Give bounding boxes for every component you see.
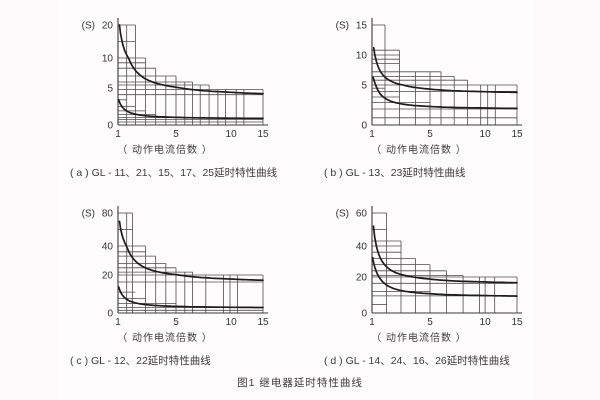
characteristic-curve-upper-time-limit [372, 225, 518, 284]
x-tick-label: 15 [257, 317, 269, 328]
characteristic-curve-upper-time-limit [372, 46, 518, 94]
chart-panel-d: 0 20 40 60 1 5 10 15 (S) （ 动作电流倍数 ） ( d ) GL - 1… [314, 193, 564, 381]
y-unit-label: (S) [82, 209, 95, 220]
x-tick-label: 1 [369, 129, 375, 140]
y-tick-label: 10 [356, 51, 368, 62]
y-tick-label: 15 [356, 21, 368, 32]
y-tick-label: 40 [356, 242, 368, 253]
characteristic-curve-upper-time-limit [118, 24, 264, 95]
y-tick-label: 60 [356, 209, 368, 220]
chart-a-caption: ( a ) GL - 11、21、15、17、25延时特性曲线 [70, 167, 278, 179]
x-tick-label: 5 [427, 317, 433, 328]
x-tick-label: 1 [115, 317, 121, 328]
x-tick-label: 10 [226, 317, 238, 328]
chart-c-xaxis-label: （ 动作电流倍数 ） [117, 333, 213, 344]
figure-sheet [57, 0, 535, 400]
figure-caption: 图1 继电器延时特性曲线 [237, 377, 363, 389]
chart-panel-a: 0 5 10 20 1 5 10 15 (S) （ 动作电流倍数 ） ( a ) GL - 11… [60, 5, 310, 193]
chart-panel-b: 0 5 10 15 1 5 10 15 (S) （ 动作电流倍数 ） ( b ) GL - 13… [314, 5, 564, 193]
y-tick-label: 0 [107, 309, 113, 320]
x-tick-label: 10 [226, 129, 238, 140]
x-tick-label: 10 [480, 317, 492, 328]
x-tick-label: 10 [480, 129, 492, 140]
characteristic-curve-lower-time-limit [371, 256, 518, 297]
y-tick-label: 0 [107, 121, 113, 132]
y-tick-label: 20 [102, 271, 114, 282]
x-tick-label: 5 [427, 129, 433, 140]
chart-a-xaxis-label: （ 动作电流倍数 ） [117, 145, 213, 156]
characteristic-curve-upper-time-limit [118, 220, 264, 282]
y-tick-label: 40 [102, 242, 114, 253]
x-tick-label: 15 [257, 129, 269, 140]
chart-panel-c: 0 20 40 80 1 5 10 15 (S) （ 动作电流倍数 ） ( c ) GL - 1… [60, 193, 310, 381]
y-tick-label: 0 [361, 309, 367, 320]
characteristic-curve-lower-time-limit [372, 76, 518, 110]
chart-b-caption: ( b ) GL - 13、23延时特性曲线 [324, 167, 466, 179]
characteristic-curve-lower-time-limit [117, 286, 264, 309]
chart-c-caption: ( c ) GL - 12、22延时特性曲线 [70, 355, 211, 367]
y-unit-label: (S) [82, 21, 95, 32]
x-tick-label: 15 [511, 317, 523, 328]
y-tick-label: 20 [102, 21, 114, 32]
x-tick-label: 5 [173, 317, 179, 328]
y-tick-label: 0 [361, 121, 367, 132]
y-tick-label: 5 [361, 81, 367, 92]
chart-d-xaxis-label: （ 动作电流倍数 ） [371, 333, 467, 344]
x-tick-label: 1 [115, 129, 121, 140]
chart-b-xaxis-label: （ 动作电流倍数 ） [371, 145, 467, 156]
x-tick-label: 5 [173, 129, 179, 140]
chart-d-caption: ( d ) GL - 14、24、16、26延时特性曲线 [324, 355, 510, 367]
x-tick-label: 1 [369, 317, 375, 328]
y-unit-label: (S) [336, 21, 349, 32]
y-tick-label: 80 [102, 209, 114, 220]
characteristic-curve-lower-time-limit [117, 98, 264, 120]
y-tick-label: 10 [102, 54, 114, 65]
y-unit-label: (S) [336, 209, 349, 220]
x-tick-label: 15 [511, 129, 523, 140]
y-tick-label: 20 [356, 273, 368, 284]
y-tick-label: 5 [107, 84, 113, 95]
